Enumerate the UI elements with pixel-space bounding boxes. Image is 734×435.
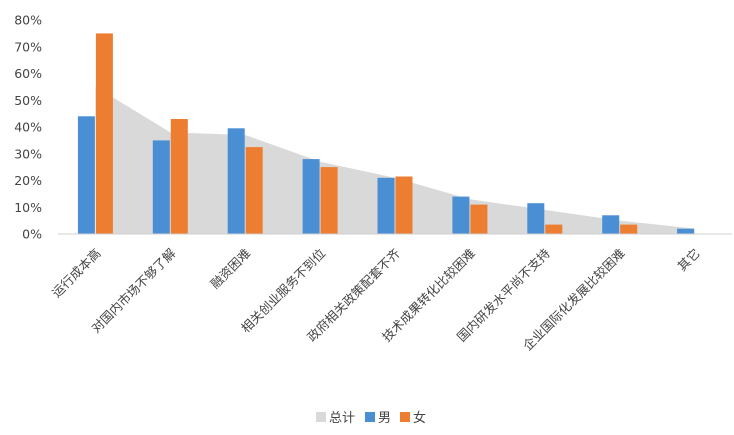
bar-male-8: [677, 228, 695, 234]
bar-male-5: [452, 196, 470, 234]
legend-swatch: [316, 412, 326, 422]
bar-female-3: [320, 167, 338, 234]
y-tick-label: 60%: [14, 66, 42, 81]
x-tick-label: 融资困难: [207, 246, 253, 292]
x-tick-label: 对国内市场不够了解: [88, 246, 178, 336]
bar-female-6: [545, 224, 563, 234]
bar-female-4: [395, 176, 413, 234]
legend-swatch: [365, 412, 375, 422]
y-tick-label: 10%: [14, 200, 42, 215]
area-series-total: [95, 86, 695, 234]
bar-male-0: [77, 116, 95, 234]
bar-male-2: [227, 128, 245, 234]
bar-male-6: [527, 203, 545, 234]
bar-female-1: [170, 119, 188, 234]
x-tick-label: 运行成本高: [49, 246, 104, 301]
bar-male-1: [152, 140, 170, 234]
bar-male-3: [302, 159, 320, 234]
legend-label: 女: [413, 410, 426, 426]
x-tick-label: 其它: [674, 246, 702, 274]
bar-female-0: [95, 33, 113, 235]
y-tick-label: 20%: [14, 173, 42, 188]
bar-female-5: [470, 204, 488, 234]
bar-male-4: [377, 177, 395, 234]
legend-label: 男: [378, 411, 391, 426]
bar-male-7: [602, 215, 620, 234]
y-tick-label: 70%: [14, 39, 42, 54]
bar-layer: [77, 33, 695, 235]
y-tick-label: 30%: [14, 146, 42, 161]
bar-female-7: [620, 224, 638, 234]
y-tick-label: 0%: [22, 227, 42, 242]
legend: 总计 男 女: [316, 410, 426, 426]
y-tick-label: 80%: [14, 13, 42, 28]
legend-label: 总计: [329, 411, 355, 426]
y-tick-label: 40%: [14, 120, 42, 135]
area-layer: [95, 86, 695, 234]
legend-swatch: [400, 412, 410, 422]
y-tick-label: 50%: [14, 93, 42, 108]
bar-female-2: [245, 147, 263, 234]
y-axis-ticks: 0% 10% 20% 30% 40% 50% 60% 70% 80%: [14, 13, 42, 242]
